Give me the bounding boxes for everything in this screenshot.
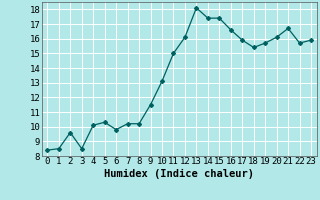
X-axis label: Humidex (Indice chaleur): Humidex (Indice chaleur) (104, 169, 254, 179)
